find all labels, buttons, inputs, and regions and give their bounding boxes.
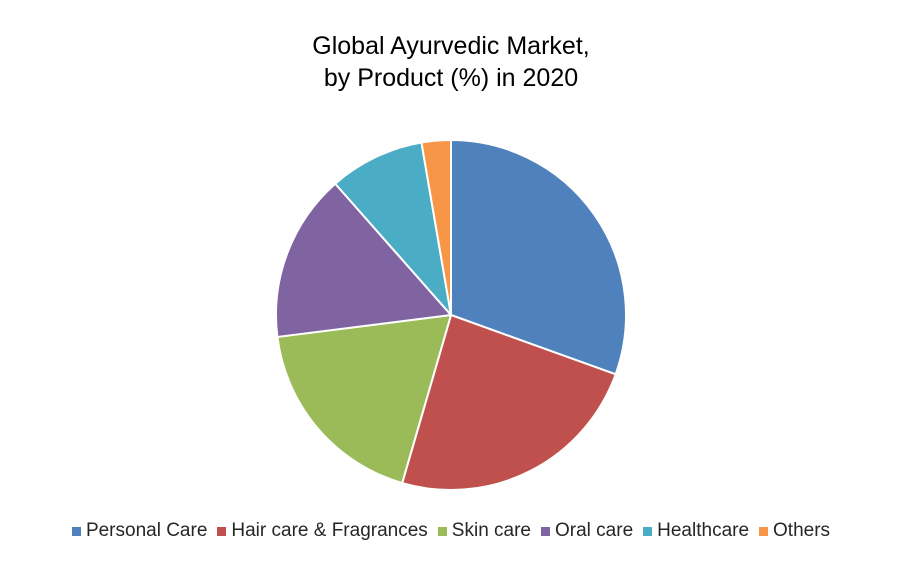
legend-label: Personal Care [85, 520, 208, 541]
chart-title: Global Ayurvedic Market, by Product (%) … [0, 30, 902, 94]
pie-slice-healthcare [334, 141, 452, 316]
legend-swatch [759, 526, 769, 536]
legend-item-skin-care: Skin care [437, 520, 531, 542]
legend-label: Healthcare [657, 520, 750, 541]
pie-slice-oral-care [275, 182, 452, 338]
legend-swatch [643, 526, 653, 536]
chart-title-line-1: Global Ayurvedic Market, [312, 32, 590, 60]
legend-swatch [217, 526, 227, 536]
legend-item-others: Others [759, 520, 830, 542]
legend-label: Others [773, 520, 831, 541]
chart-legend: Personal Care Hair care & Fragrances Skin … [0, 518, 902, 544]
pie-slice-skin-care [276, 314, 452, 485]
legend-item-hair-care-fragrances: Hair care & Fragrances [217, 520, 428, 542]
legend-item-healthcare: Healthcare [643, 520, 749, 542]
legend-label: Oral care [555, 520, 634, 541]
legend-label: Skin care [451, 520, 531, 541]
legend-item-personal-care: Personal Care [71, 520, 208, 542]
legend-swatch [71, 526, 81, 536]
legend-item-oral-care: Oral care [541, 520, 633, 542]
legend-label: Hair care & Fragrances [231, 520, 428, 541]
pie-slice-hair-care-fragrances [401, 314, 617, 491]
legend-swatch [437, 526, 447, 536]
chart-title-line-2: by Product (%) in 2020 [323, 64, 579, 92]
pie-slice-others [420, 138, 452, 316]
pie-slice-personal-care [450, 139, 627, 376]
legend-swatch [541, 526, 550, 536]
